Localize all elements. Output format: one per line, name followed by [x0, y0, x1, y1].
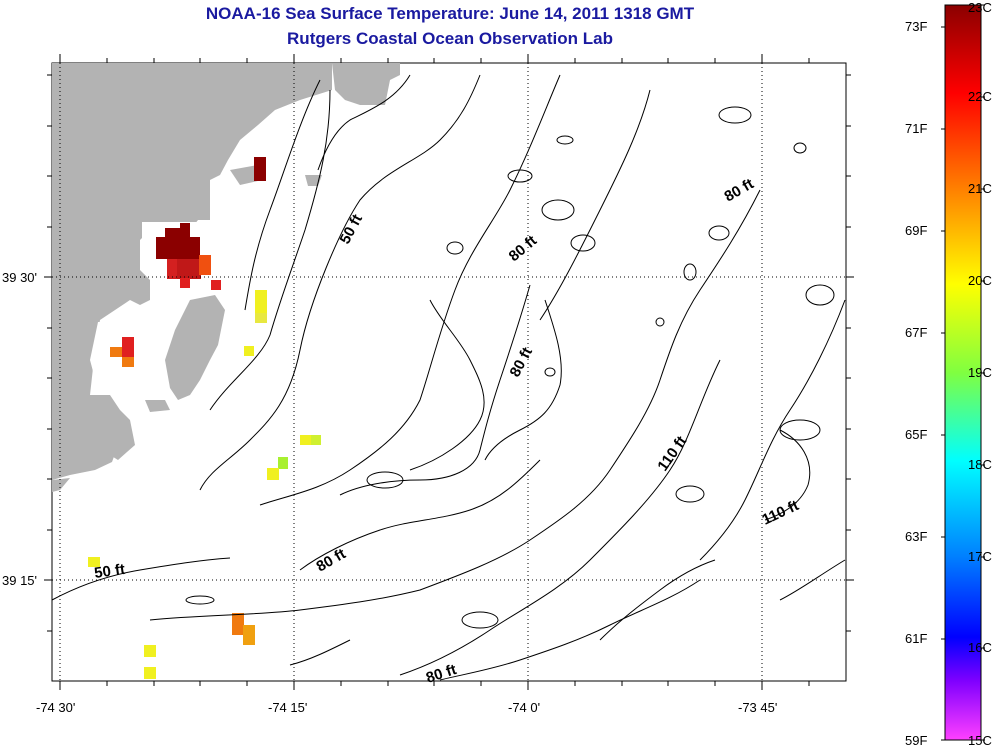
- colorbar-fahrenheit-label: 67F: [905, 325, 928, 340]
- colorbar-celsius-label: 15C: [968, 733, 992, 748]
- colorbar-celsius-label: 21C: [968, 181, 992, 196]
- land-mass: [52, 63, 400, 492]
- x-tick-label: -73 45': [738, 700, 778, 715]
- depth-contours: [51, 74, 846, 681]
- colorbar-fahrenheit-label: 71F: [905, 121, 928, 136]
- colorbar-celsius-label: 16C: [968, 640, 992, 655]
- colorbar-ticks: [941, 4, 985, 741]
- map-subtitle: Rutgers Coastal Ocean Observation Lab: [287, 29, 613, 48]
- colorbar-celsius-label: 18C: [968, 457, 992, 472]
- colorbar-celsius-label: 19C: [968, 365, 992, 380]
- axis-ticks: [44, 54, 854, 690]
- contour-label: 50 ft: [93, 561, 126, 582]
- colorbar-fahrenheit-label: 65F: [905, 427, 928, 442]
- colorbar-fahrenheit-label: 59F: [905, 733, 928, 748]
- colorbar-celsius-label: 17C: [968, 549, 992, 564]
- colorbar-celsius-label: 22C: [968, 89, 992, 104]
- x-tick-label: -74 0': [508, 700, 541, 715]
- colorbar-fahrenheit-label: 61F: [905, 631, 928, 646]
- x-tick-label: -74 15': [268, 700, 308, 715]
- y-tick-label: 39 15': [2, 573, 38, 588]
- contour-islands: [185, 106, 835, 629]
- x-tick-label: -74 30': [36, 700, 76, 715]
- colorbar-celsius-label: 23C: [968, 0, 992, 15]
- colorbar-fahrenheit-label: 63F: [905, 529, 928, 544]
- colorbar-fahrenheit-label: 73F: [905, 19, 928, 34]
- y-tick-label: 39 30': [2, 270, 38, 285]
- sst-pixels: [88, 157, 321, 679]
- colorbar-fahrenheit-label: 69F: [905, 223, 928, 238]
- graticule: [52, 63, 846, 681]
- colorbar-celsius-label: 20C: [968, 273, 992, 288]
- map-title: NOAA-16 Sea Surface Temperature: June 14…: [205, 4, 695, 23]
